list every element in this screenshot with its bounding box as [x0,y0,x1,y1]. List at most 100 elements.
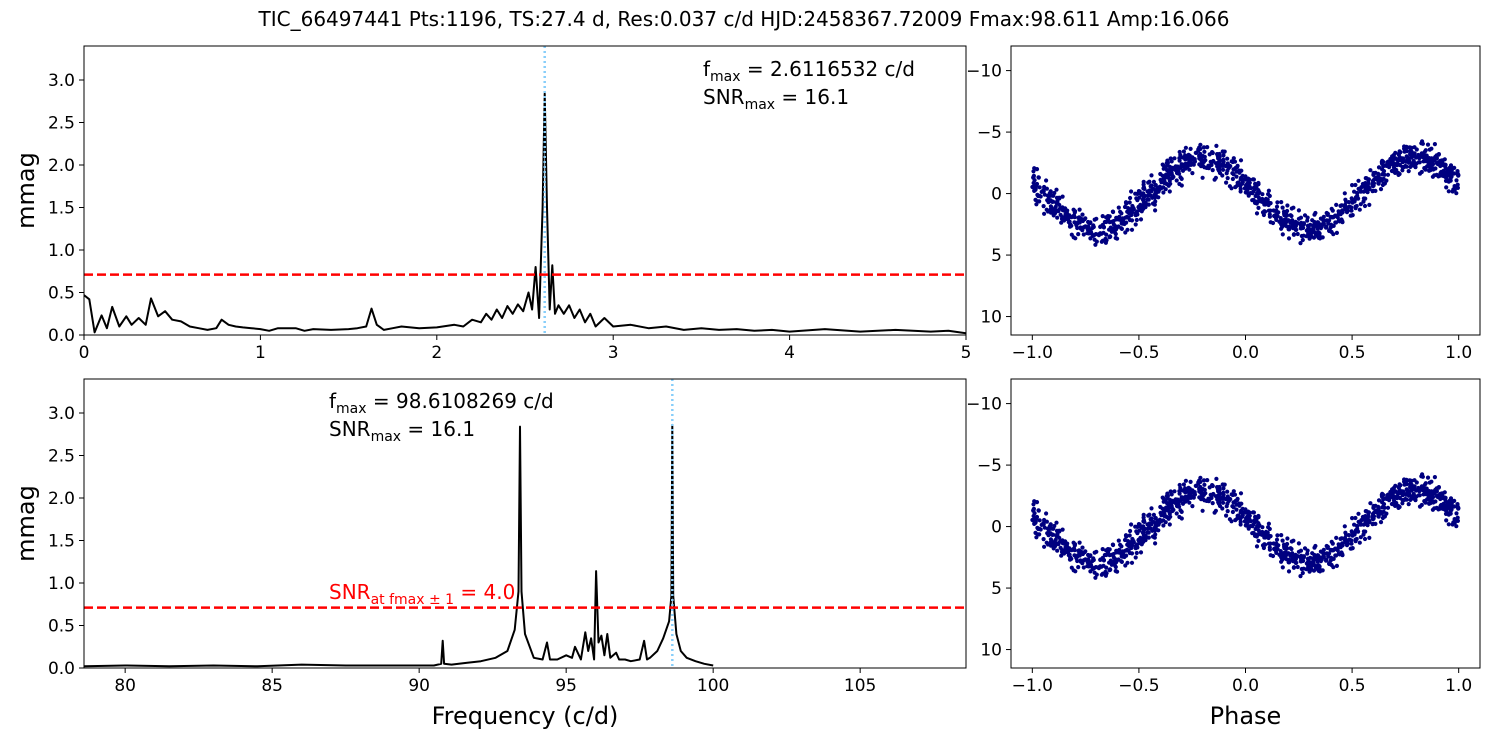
light-curve-point [1302,546,1308,551]
light-curve-point [1247,517,1252,522]
light-curve-point [1402,144,1407,149]
light-curve-point [1271,541,1276,546]
light-curve-point [1055,215,1060,220]
y-tick-label: 5 [991,246,1002,266]
light-curve-point [1431,489,1436,494]
light-curve-point [1438,504,1443,510]
y-tick-label: 0.5 [48,284,75,304]
light-curve-point [1103,573,1108,578]
light-curve-point [1160,495,1165,500]
light-curve-point [1204,165,1209,170]
light-curve-point [1200,163,1206,168]
light-curve-point [1041,522,1046,527]
light-curve-point [1362,518,1368,523]
light-curve-point [1326,221,1331,226]
light-curve-point [1414,161,1419,166]
light-curve-point [1153,208,1158,213]
y-tick-label: 2.5 [48,114,75,134]
light-curve-point [1284,224,1289,229]
light-curve-point [1146,535,1151,540]
light-curve-point [1056,208,1061,213]
light-curve-point [1349,208,1354,213]
light-curve-point [1179,509,1184,514]
light-curve-point [1224,180,1229,185]
light-curve-point [1048,204,1053,209]
light-curve-point [1244,523,1249,528]
light-curve-point [1179,176,1184,181]
light-curve-point [1122,204,1128,210]
light-curve-point [1204,498,1209,503]
light-curve-point [1056,541,1061,546]
light-curve-point [1299,566,1304,572]
light-curve-point [1284,557,1289,562]
light-curve-point [1113,568,1118,574]
light-curve-point [1316,563,1321,568]
light-curve-point [1357,207,1362,212]
light-curve-point [1236,180,1241,185]
light-curve-point [1059,553,1064,558]
light-curve-point [1220,173,1225,178]
light-curve-point [1423,153,1428,158]
light-curve-point [1217,167,1222,172]
light-curve-point [1041,189,1046,194]
light-curve-point [1404,487,1409,492]
light-curve-points [1030,472,1461,580]
light-curve-point [1146,526,1151,531]
light-curve-point [1246,193,1251,198]
light-curve-point [1240,506,1245,511]
top-fmax-main: f [703,57,711,81]
light-curve-point [1101,225,1106,230]
light-curve-point [1346,200,1351,205]
light-curve-point [1311,558,1316,563]
light-curve-point [1381,159,1386,164]
light-curve-point [1174,511,1179,516]
light-curve-point [1034,167,1040,172]
light-curve-point [1274,537,1280,542]
light-curve-point [1260,192,1265,197]
light-curve-point [1153,523,1158,528]
light-curve-point [1181,149,1186,154]
light-curve-point [1420,474,1425,479]
light-curve-point [1186,485,1191,490]
light-curve-point [1283,546,1288,551]
light-curve-point [1124,534,1129,539]
light-curve-point [1034,500,1040,505]
light-curve-point [1141,194,1146,199]
light-curve-point [1119,559,1124,564]
light-curve-point [1298,556,1303,561]
light-curve-point [1399,158,1404,163]
light-curve-point [1205,145,1210,150]
light-curve-point [1198,142,1203,147]
light-curve-point [1338,203,1343,208]
light-curve-point [1256,180,1261,186]
light-curve-point [1296,541,1301,546]
light-curve-point [1427,168,1432,173]
light-curve-point [1399,491,1404,496]
light-curve-point [1426,157,1431,162]
light-curve-point [1329,206,1334,211]
light-curve-point [1192,492,1198,497]
light-curve-point [1396,485,1401,490]
light-curve-point [1153,516,1158,521]
x-tick-label: 1 [255,343,266,363]
light-curve-points [1030,139,1461,247]
light-curve-point [1224,513,1229,518]
light-curve-point [1129,227,1135,232]
light-curve-point [1338,536,1343,542]
light-curve-point [1381,169,1387,174]
phase-plot-bottom: −1.0 −0.5 0.0 0.5 1.0 10 5 0 −5 −10 Phase [966,378,1481,730]
light-curve-point [1073,236,1078,241]
light-curve-point [1349,541,1354,546]
light-curve-point [1417,489,1422,494]
light-curve-point [1147,179,1152,184]
light-curve-point [1227,517,1232,522]
light-curve-point [1083,216,1088,221]
light-curve-point [1233,498,1238,504]
light-curve-point [1454,524,1459,529]
light-curve-point [1409,152,1414,157]
light-curve-point [1263,542,1268,547]
light-curve-point [1270,220,1276,226]
light-curve-point [1340,543,1345,548]
light-curve-point [1423,165,1428,170]
light-curve-point [1336,544,1341,550]
